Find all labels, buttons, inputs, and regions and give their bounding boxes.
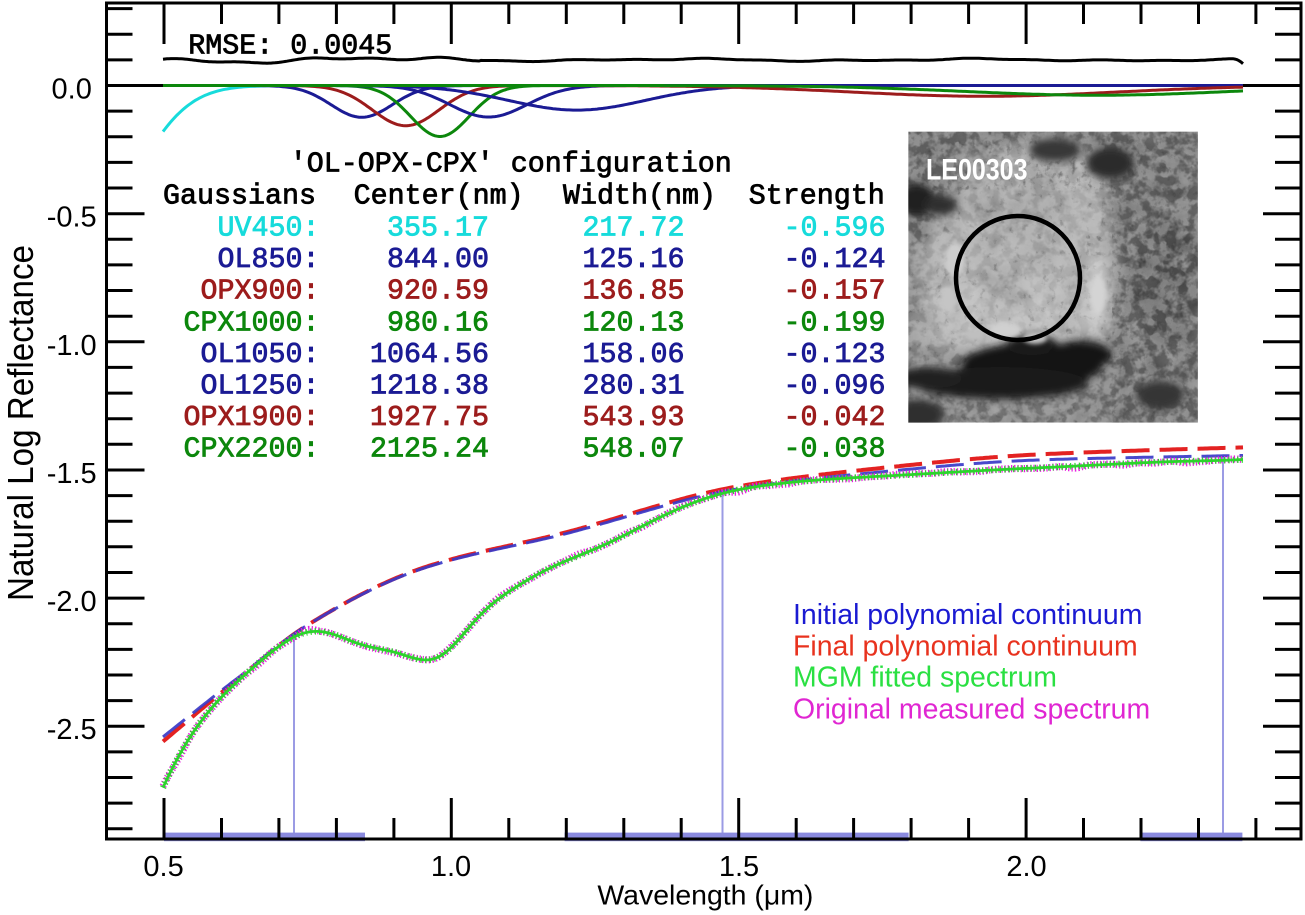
svg-text:Gaussians: Gaussians — [163, 180, 316, 213]
svg-text:Original measured spectrum: Original measured spectrum — [793, 694, 1150, 726]
svg-text:Initial polynomial continuum: Initial polynomial continuum — [793, 599, 1142, 631]
svg-text:0.5: 0.5 — [143, 851, 183, 883]
svg-text:-0.124: -0.124 — [784, 243, 886, 276]
svg-text:-0.199: -0.199 — [784, 306, 886, 339]
svg-text:1927.75: 1927.75 — [370, 401, 489, 434]
svg-text:217.72: 217.72 — [583, 212, 685, 245]
svg-text:1218.38: 1218.38 — [370, 369, 489, 402]
svg-text:355.17: 355.17 — [387, 212, 489, 245]
svg-text:280.31: 280.31 — [583, 369, 685, 402]
svg-text:CPX2200:: CPX2200: — [184, 433, 320, 466]
svg-text:UV450:: UV450: — [218, 212, 320, 245]
svg-text:-2.0: -2.0 — [47, 586, 97, 618]
svg-text:-0.157: -0.157 — [784, 275, 886, 308]
svg-text:Center(nm): Center(nm) — [354, 180, 524, 213]
svg-text:OL1050:: OL1050: — [201, 338, 320, 371]
svg-text:OPX900:: OPX900: — [201, 275, 320, 308]
svg-text:2125.24: 2125.24 — [370, 433, 489, 466]
svg-text:RMSE: 0.0045: RMSE: 0.0045 — [188, 30, 392, 63]
svg-text:158.06: 158.06 — [583, 338, 685, 371]
svg-text:OL1250:: OL1250: — [201, 369, 320, 402]
svg-text:-0.5: -0.5 — [47, 202, 97, 234]
svg-text:1.0: 1.0 — [431, 851, 471, 883]
svg-text:844.00: 844.00 — [387, 243, 489, 276]
svg-text:136.85: 136.85 — [583, 275, 685, 308]
svg-text:543.93: 543.93 — [583, 401, 685, 434]
svg-text:Strength: Strength — [749, 180, 885, 213]
svg-text:-1.5: -1.5 — [47, 458, 97, 490]
svg-text:'OL-OPX-CPX' configuration: 'OL-OPX-CPX' configuration — [290, 148, 732, 181]
svg-text:-0.096: -0.096 — [784, 369, 886, 402]
svg-text:-0.038: -0.038 — [784, 433, 886, 466]
svg-text:-2.5: -2.5 — [47, 714, 97, 746]
svg-text:CPX1000:: CPX1000: — [184, 306, 320, 339]
svg-text:Width(nm): Width(nm) — [563, 180, 716, 213]
svg-text:980.16: 980.16 — [387, 306, 489, 339]
svg-text:-0.042: -0.042 — [784, 401, 886, 434]
svg-text:Natural Log Reflectance: Natural Log Reflectance — [0, 245, 41, 601]
svg-text:0.0: 0.0 — [52, 74, 92, 106]
svg-text:OL850:: OL850: — [218, 243, 320, 276]
svg-text:OPX1900:: OPX1900: — [184, 401, 320, 434]
svg-text:1.5: 1.5 — [719, 851, 759, 883]
svg-text:LE00303: LE00303 — [926, 154, 1028, 187]
svg-text:2.0: 2.0 — [1006, 851, 1046, 883]
svg-text:-0.123: -0.123 — [784, 338, 886, 371]
svg-text:-1.0: -1.0 — [47, 330, 97, 362]
svg-text:Final polynomial continuum: Final polynomial continuum — [793, 630, 1138, 662]
svg-text:920.59: 920.59 — [387, 275, 489, 308]
svg-text:Wavelength (μm): Wavelength (μm) — [597, 880, 813, 911]
svg-text:548.07: 548.07 — [583, 433, 685, 466]
svg-text:-0.596: -0.596 — [784, 212, 886, 245]
svg-text:125.16: 125.16 — [583, 243, 685, 276]
svg-text:1064.56: 1064.56 — [370, 338, 489, 371]
svg-text:MGM fitted spectrum: MGM fitted spectrum — [793, 662, 1057, 694]
svg-text:120.13: 120.13 — [583, 306, 685, 339]
